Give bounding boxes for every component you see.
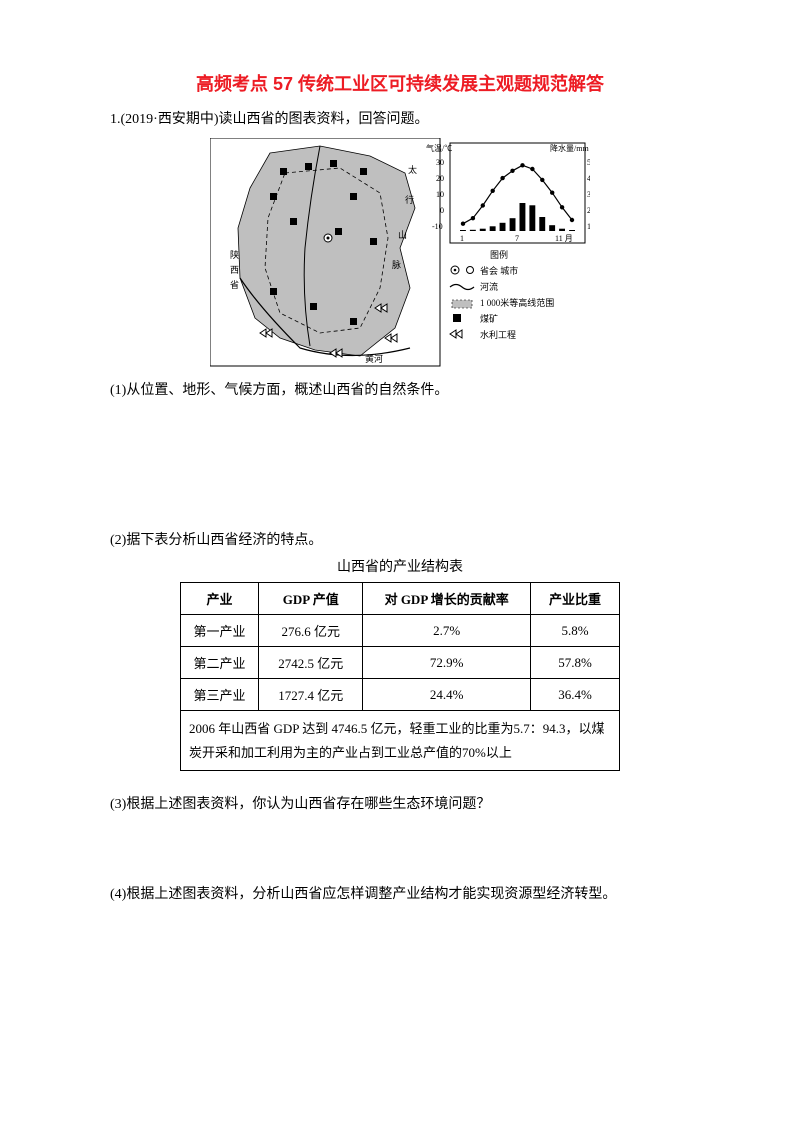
question-intro: 1.(2019·西安期中)读山西省的图表资料，回答问题。 [110,108,690,132]
col-industry: 产业 [181,583,259,615]
svg-text:300: 300 [587,190,590,199]
answer-space-1 [110,403,690,523]
col-contribution: 对 GDP 增长的贡献率 [363,583,531,615]
table-row: 第二产业 2742.5 亿元 72.9% 57.8% [181,647,620,679]
label-taihang-4: 脉 [392,259,401,270]
table-note-row: 2006 年山西省 GDP 达到 4746.5 亿元，轻重工业的比重为5.7：9… [181,711,620,771]
sub-question-3: (3)根据上述图表资料，你认为山西省存在哪些生态环境问题？ [110,793,690,817]
label-taihang-3: 山 [398,230,407,240]
page-title: 高频考点 57 传统工业区可持续发展主观题规范解答 [110,70,690,96]
label-shaanxi-3: 省 [230,279,239,290]
svg-text:1: 1 [460,234,464,243]
svg-text:200: 200 [587,206,590,215]
svg-text:河流: 河流 [480,281,498,292]
industry-structure-table: 产业 GDP 产值 对 GDP 增长的贡献率 产业比重 第一产业 276.6 亿… [180,582,620,771]
shanxi-map-and-climate-figure: 陕 西 省 太 行 山 脉 黄河 气温/℃ 降水量/mm 30 20 [210,138,590,368]
svg-text:水利工程: 水利工程 [480,329,516,340]
svg-text:10: 10 [436,190,444,199]
svg-text:100: 100 [587,222,590,231]
svg-text:400: 400 [587,174,590,183]
svg-text:煤矿: 煤矿 [480,313,498,324]
label-huanghe: 黄河 [365,353,383,364]
svg-text:500: 500 [587,158,590,167]
label-shaanxi-2: 西 [230,265,239,275]
table-row: 第一产业 276.6 亿元 2.7% 5.8% [181,615,620,647]
map-climate-svg: 陕 西 省 太 行 山 脉 黄河 气温/℃ 降水量/mm 30 20 [210,138,590,368]
spacer [110,771,690,787]
svg-text:20: 20 [436,174,444,183]
svg-text:降水量/mm: 降水量/mm [550,143,589,153]
svg-text:-10: -10 [432,222,443,231]
sub-question-1: (1)从位置、地形、气候方面，概述山西省的自然条件。 [110,379,690,403]
precip-axis: 500 400 300 200 100 [587,158,590,231]
capital-marker [327,236,330,239]
table-caption: 山西省的产业结构表 [110,556,690,576]
label-taihang-1: 太 [408,164,417,175]
svg-text:11 月: 11 月 [555,234,573,243]
svg-text:省会 城市: 省会 城市 [480,265,518,276]
legend-box: 图例 省会 城市 河流 1 000米等高线范围 [450,249,554,340]
table-header-row: 产业 GDP 产值 对 GDP 增长的贡献率 产业比重 [181,583,620,615]
label-shaanxi-1: 陕 [230,249,239,260]
sub-question-2: (2)据下表分析山西省经济的特点。 [110,529,690,553]
label-taihang-2: 行 [405,194,414,205]
answer-space-3 [110,817,690,877]
climate-chart: 气温/℃ 降水量/mm 30 20 10 0 -10 500 400 300 2… [426,143,590,243]
col-gdp: GDP 产值 [259,583,363,615]
table-row: 第三产业 1727.4 亿元 24.4% 36.4% [181,679,620,711]
province-shape [238,146,415,356]
document-page: 高频考点 57 传统工业区可持续发展主观题规范解答 1.(2019·西安期中)读… [0,0,800,947]
svg-text:0: 0 [440,206,444,215]
svg-text:1 000米等高线范围: 1 000米等高线范围 [480,297,554,308]
figure-container: 陕 西 省 太 行 山 脉 黄河 气温/℃ 降水量/mm 30 20 [110,138,690,373]
svg-text:图例: 图例 [490,249,508,260]
col-share: 产业比重 [531,583,620,615]
svg-text:30: 30 [436,158,444,167]
svg-text:7: 7 [515,234,519,243]
sub-question-4: (4)根据上述图表资料，分析山西省应怎样调整产业结构才能实现资源型经济转型。 [110,883,690,907]
svg-text:气温/℃: 气温/℃ [426,143,452,153]
